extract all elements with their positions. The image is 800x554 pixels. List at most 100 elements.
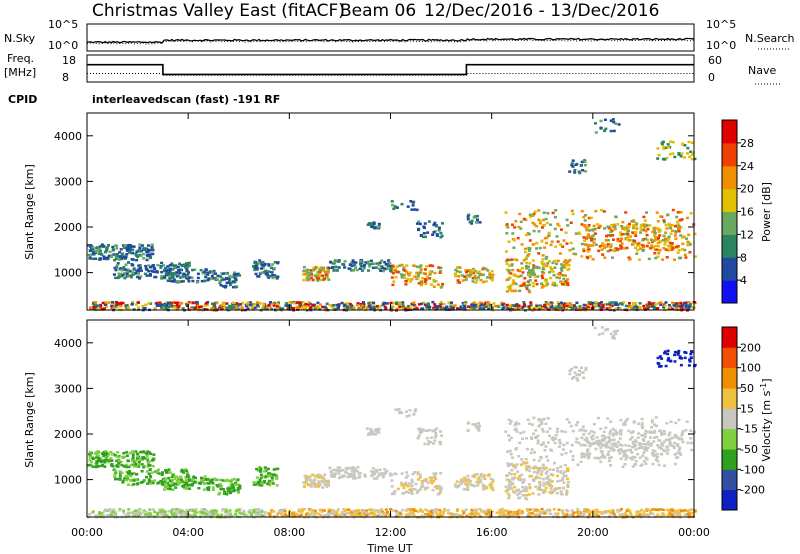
data-cell [321, 486, 325, 489]
data-cell [261, 305, 265, 309]
data-cell [137, 267, 141, 271]
data-cell [141, 244, 145, 247]
nave-tick-bottom: 0 [708, 71, 715, 84]
data-cell [234, 305, 238, 308]
data-cell [116, 451, 120, 454]
data-cell [461, 509, 465, 513]
data-cell [582, 508, 586, 511]
data-cell [657, 251, 661, 255]
data-cell [554, 209, 558, 212]
data-cell [576, 463, 580, 466]
data-cell [566, 484, 570, 487]
data-cell [137, 463, 141, 466]
data-cell [592, 431, 596, 434]
data-cell [467, 478, 470, 481]
data-cell [211, 509, 215, 513]
data-cell [628, 511, 632, 515]
data-cell [510, 487, 514, 490]
data-cell [172, 264, 176, 267]
data-cell [519, 431, 523, 435]
data-cell [532, 508, 536, 511]
data-cell [195, 300, 199, 304]
data-cell [371, 471, 375, 474]
data-cell [577, 441, 581, 445]
data-cell [191, 478, 195, 482]
data-cell [662, 513, 666, 517]
data-cell [273, 274, 277, 277]
data-cell [416, 275, 420, 279]
data-cell [599, 450, 603, 453]
data-cell [418, 271, 422, 275]
data-cell [191, 483, 195, 486]
data-cell [574, 306, 578, 309]
data-cell [419, 431, 423, 435]
data-cell [604, 441, 608, 445]
data-cell [126, 268, 130, 271]
data-cell [472, 306, 476, 309]
data-cell [390, 200, 394, 203]
data-cell [317, 473, 321, 477]
data-cell [538, 220, 542, 223]
data-cell [661, 258, 665, 261]
data-cell [457, 275, 461, 278]
data-cell [433, 476, 437, 479]
data-cell [578, 373, 581, 376]
data-cell [145, 248, 149, 251]
data-cell [538, 483, 542, 487]
data-cell [271, 302, 275, 305]
data-cell [501, 303, 504, 306]
data-cell [427, 512, 431, 515]
data-cell [667, 307, 671, 311]
data-cell [330, 305, 334, 308]
data-cell [394, 270, 398, 273]
data-cell [389, 474, 393, 477]
data-cell [471, 277, 475, 280]
data-cell [88, 452, 91, 456]
data-cell [136, 249, 140, 252]
data-cell [164, 273, 168, 277]
data-cell [531, 423, 534, 426]
data-cell [474, 306, 478, 309]
data-cell [532, 458, 536, 462]
data-cell [135, 465, 139, 468]
data-cell [612, 223, 616, 227]
data-cell [134, 253, 138, 256]
data-cell [423, 442, 427, 446]
data-cell [648, 302, 652, 306]
data-cell [551, 438, 555, 442]
data-cell [490, 483, 494, 487]
data-cell [574, 163, 578, 166]
data-cell [98, 245, 102, 248]
data-cell [513, 472, 517, 476]
data-cell [579, 444, 583, 447]
data-cell [262, 303, 266, 306]
data-cell [583, 455, 586, 459]
data-cell [455, 509, 459, 513]
data-cell [307, 272, 311, 275]
data-cell [634, 231, 638, 234]
data-cell [109, 511, 113, 515]
data-cell [117, 459, 121, 463]
data-cell [122, 511, 126, 515]
data-cell [311, 473, 315, 476]
data-cell [591, 301, 595, 305]
data-cell [125, 304, 129, 307]
data-cell [180, 468, 184, 472]
data-cell [398, 511, 402, 514]
data-cell [516, 477, 520, 480]
data-cell [167, 484, 171, 487]
data-cell [241, 306, 245, 310]
data-cell [273, 261, 277, 264]
data-cell [313, 307, 317, 311]
data-cell [498, 511, 502, 515]
data-cell [620, 242, 624, 245]
data-cell [104, 458, 107, 462]
data-cell [124, 268, 128, 271]
data-cell [560, 301, 563, 304]
data-cell [119, 248, 123, 251]
data-cell [186, 475, 190, 479]
data-cell [634, 514, 638, 517]
data-cell [186, 277, 190, 280]
data-cell [544, 306, 548, 309]
